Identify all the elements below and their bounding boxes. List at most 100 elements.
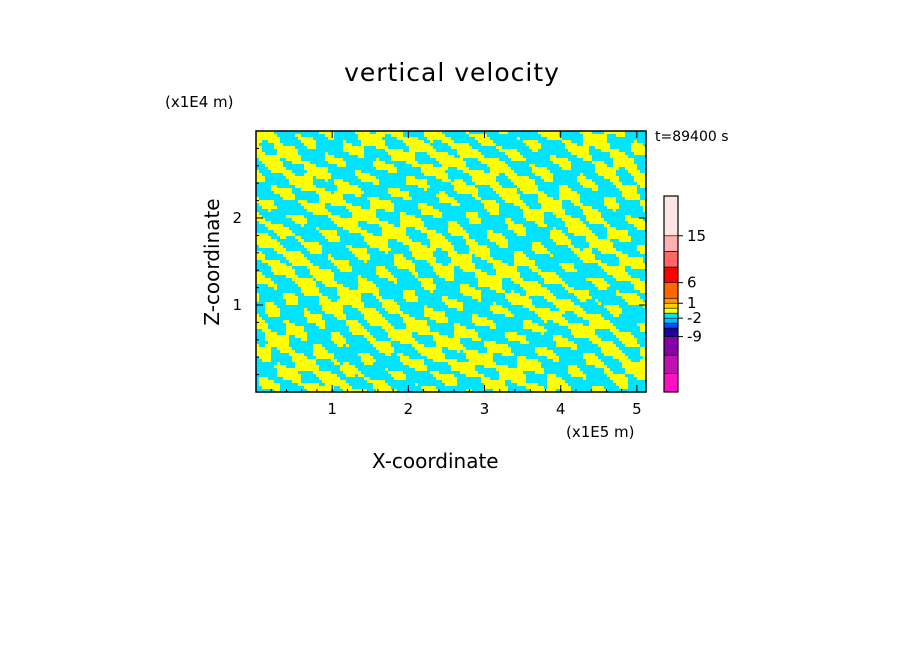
positive-velocity-region xyxy=(286,329,304,332)
positive-velocity-region xyxy=(583,353,595,356)
positive-velocity-region xyxy=(550,254,553,257)
positive-velocity-region xyxy=(592,386,604,389)
positive-velocity-region xyxy=(376,347,394,350)
positive-velocity-region xyxy=(523,140,538,143)
positive-velocity-region xyxy=(559,263,574,266)
positive-velocity-region xyxy=(484,344,508,347)
positive-velocity-region xyxy=(292,380,301,383)
positive-velocity-region xyxy=(499,194,520,197)
positive-velocity-region xyxy=(301,203,325,206)
positive-velocity-region xyxy=(622,341,637,344)
positive-velocity-region xyxy=(274,365,286,368)
positive-velocity-region xyxy=(466,239,475,242)
positive-velocity-region xyxy=(589,242,613,245)
positive-velocity-region xyxy=(568,245,574,248)
positive-velocity-region xyxy=(586,362,604,365)
positive-velocity-region xyxy=(604,305,619,308)
colorbar-frame xyxy=(663,195,679,393)
positive-velocity-region xyxy=(436,194,448,197)
positive-velocity-region xyxy=(523,191,544,194)
positive-velocity-region xyxy=(586,236,598,239)
positive-velocity-region xyxy=(547,380,565,383)
positive-velocity-region xyxy=(424,287,436,290)
positive-velocity-region xyxy=(463,269,481,272)
positive-velocity-region xyxy=(256,323,268,326)
positive-velocity-region xyxy=(499,374,526,377)
positive-velocity-region xyxy=(388,371,403,374)
positive-velocity-region xyxy=(475,137,490,140)
positive-velocity-region xyxy=(487,260,502,263)
positive-velocity-region xyxy=(571,248,580,251)
positive-velocity-region xyxy=(538,272,556,275)
positive-velocity-region xyxy=(571,374,586,377)
positive-velocity-region xyxy=(547,377,562,380)
positive-velocity-region xyxy=(613,209,616,212)
positive-velocity-region xyxy=(322,308,343,311)
positive-velocity-region xyxy=(589,320,610,323)
positive-velocity-region xyxy=(283,293,295,296)
positive-velocity-region xyxy=(604,353,625,356)
positive-velocity-region xyxy=(346,344,349,347)
positive-velocity-region xyxy=(457,350,460,353)
positive-velocity-region xyxy=(601,347,619,350)
positive-velocity-region xyxy=(469,245,487,248)
positive-velocity-region xyxy=(283,254,304,257)
positive-velocity-region xyxy=(343,389,367,392)
positive-velocity-region xyxy=(286,332,307,335)
positive-velocity-region xyxy=(262,359,271,362)
positive-velocity-region xyxy=(358,284,376,287)
positive-velocity-region xyxy=(490,239,508,242)
colorbar-swatch xyxy=(663,322,679,329)
positive-velocity-region xyxy=(454,188,478,191)
positive-velocity-region xyxy=(565,287,574,290)
positive-velocity-region xyxy=(406,161,418,164)
positive-velocity-region xyxy=(340,386,352,389)
positive-velocity-region xyxy=(292,359,316,362)
positive-velocity-region xyxy=(286,275,298,278)
positive-velocity-region xyxy=(466,215,478,218)
positive-velocity-region xyxy=(514,203,526,206)
positive-velocity-region xyxy=(433,359,457,362)
positive-velocity-region xyxy=(622,362,646,365)
positive-velocity-region xyxy=(286,257,307,260)
positive-velocity-region xyxy=(481,200,496,203)
positive-velocity-region xyxy=(460,284,469,287)
positive-velocity-region xyxy=(595,164,607,167)
positive-velocity-region xyxy=(358,281,373,284)
positive-velocity-region xyxy=(472,296,481,299)
positive-velocity-region xyxy=(268,167,286,170)
positive-velocity-region xyxy=(337,185,358,188)
positive-velocity-region xyxy=(388,191,409,194)
positive-velocity-region xyxy=(349,209,376,212)
positive-velocity-region xyxy=(556,305,580,308)
positive-velocity-region xyxy=(481,161,505,164)
positive-velocity-region xyxy=(475,197,481,200)
positive-velocity-region xyxy=(310,251,322,254)
positive-velocity-region xyxy=(505,200,523,203)
positive-velocity-region xyxy=(310,269,331,272)
chart-title: vertical velocity xyxy=(344,58,560,87)
positive-velocity-region xyxy=(490,167,511,170)
positive-velocity-region xyxy=(640,347,646,350)
positive-velocity-region xyxy=(544,281,565,284)
positive-velocity-region xyxy=(385,308,400,311)
positive-velocity-region xyxy=(343,362,349,365)
positive-velocity-region xyxy=(307,209,328,212)
positive-velocity-region xyxy=(640,326,646,329)
positive-velocity-region xyxy=(427,356,445,359)
positive-velocity-region xyxy=(256,176,265,179)
positive-velocity-region xyxy=(481,377,490,380)
positive-velocity-region xyxy=(505,293,520,296)
positive-velocity-region xyxy=(640,203,646,206)
positive-velocity-region xyxy=(460,266,475,269)
positive-velocity-region xyxy=(256,353,271,356)
positive-velocity-region xyxy=(469,251,490,254)
positive-velocity-region xyxy=(619,257,643,260)
positive-velocity-region xyxy=(451,182,466,185)
positive-velocity-region xyxy=(448,251,457,254)
positive-velocity-region xyxy=(487,230,493,233)
positive-velocity-region xyxy=(373,383,388,386)
positive-velocity-region xyxy=(325,179,328,182)
positive-velocity-region xyxy=(538,224,547,227)
positive-velocity-region xyxy=(457,149,478,152)
